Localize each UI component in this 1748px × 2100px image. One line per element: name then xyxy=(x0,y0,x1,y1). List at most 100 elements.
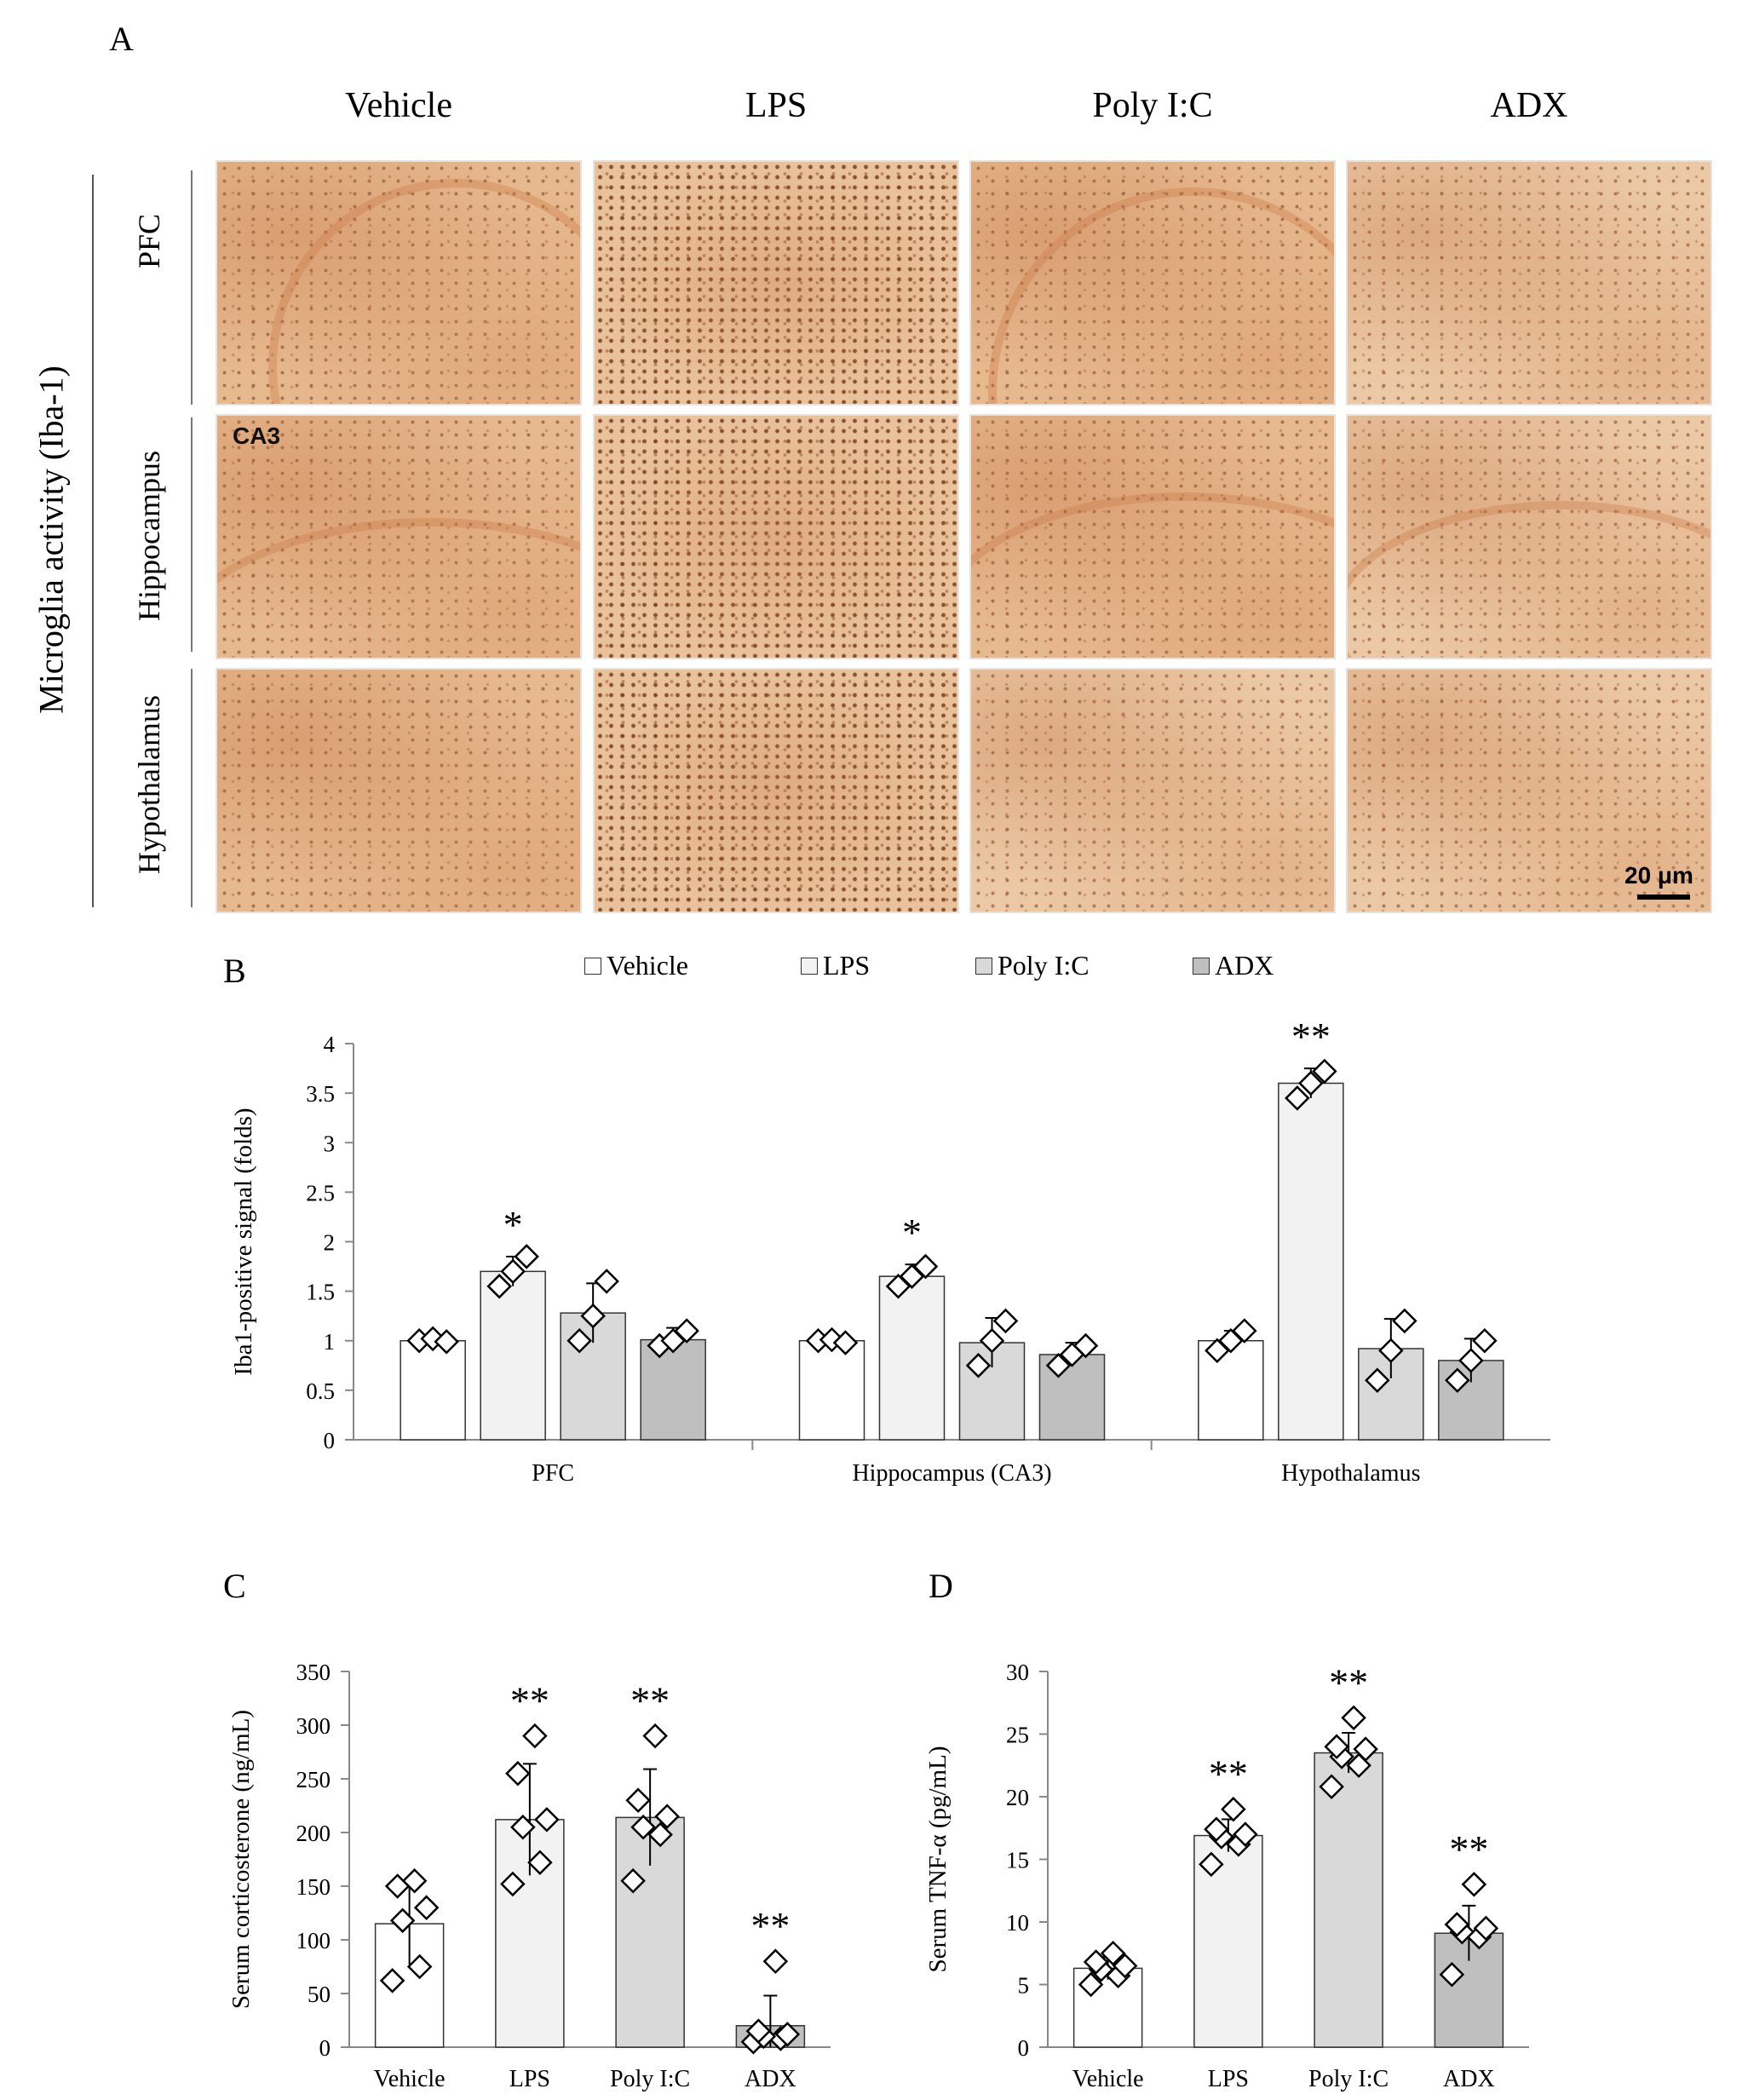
micrograph-polyic-hippocampus xyxy=(969,414,1336,659)
chart-B-ytick-label: 1 xyxy=(324,1329,336,1355)
micrograph-adx-hippocampus xyxy=(1346,414,1712,659)
micrograph-lps-hypothalamus xyxy=(593,668,959,913)
chart-B-category-label: Hippocampus (CA3) xyxy=(852,1460,1051,1487)
micrograph-vehicle-hippocampus: CA3 xyxy=(216,414,582,659)
chart-B-point xyxy=(992,1308,1019,1334)
micrograph-vehicle-hypothalamus xyxy=(216,668,582,913)
scale-bar-label: 20 μm xyxy=(1624,862,1693,889)
chart-B-point xyxy=(1445,1367,1470,1394)
column-header-lps: LPS xyxy=(745,86,808,125)
chart-B-ytick-label: 3.5 xyxy=(306,1081,335,1107)
scale-bar xyxy=(1637,895,1690,900)
chart-C-ytick-label: 200 xyxy=(296,1821,331,1846)
chart-B-point xyxy=(674,1318,699,1343)
chart-C-significance: ** xyxy=(750,1904,790,1948)
chart-D-category-label: ADX xyxy=(1443,2066,1495,2092)
chart-D-point xyxy=(1100,1940,1126,1966)
chart-B-bar-LPS xyxy=(1278,1082,1344,1441)
chart-C-point xyxy=(534,1807,560,1832)
chart-D-point xyxy=(1341,1705,1366,1731)
chart-D-point xyxy=(1233,1821,1258,1847)
column-header-polyic: Poly I:C xyxy=(1092,86,1213,125)
micrograph-polyic-pfc xyxy=(969,160,1336,406)
chart-B-point xyxy=(1458,1348,1484,1373)
chart-D-category-label: Poly I:C xyxy=(1308,2066,1389,2092)
chart-D-point xyxy=(1221,1796,1246,1822)
chart-C-category-label: LPS xyxy=(509,2066,550,2092)
chart-B-significance: * xyxy=(902,1211,922,1254)
side-bracket xyxy=(92,175,94,907)
chart-C-ytick-label: 100 xyxy=(296,1928,331,1953)
chart-C-point xyxy=(642,1723,668,1749)
chart-B-point xyxy=(420,1326,446,1352)
legend-lps: LPS xyxy=(801,950,870,981)
legend-swatch-polyic xyxy=(975,957,992,975)
chart-D-ytick-label: 30 xyxy=(1006,1660,1029,1685)
chart-C-point xyxy=(401,1867,428,1894)
legend-label-polyic: Poly I:C xyxy=(998,950,1090,981)
chart-B-point xyxy=(500,1258,526,1285)
chart-B-ytick-label: 0 xyxy=(324,1428,336,1453)
chart-C-point xyxy=(762,1948,789,1974)
legend-label-vehicle: Vehicle xyxy=(607,950,688,981)
chart-B-bar-Vehicle xyxy=(1198,1340,1264,1441)
chart-B-point xyxy=(1072,1332,1099,1359)
chart-B-point xyxy=(1378,1338,1404,1364)
column-header-vehicle: Vehicle xyxy=(345,86,452,125)
chart-D-ytick-label: 20 xyxy=(1006,1785,1029,1810)
chart-C-point xyxy=(413,1895,440,1920)
chart-B-point xyxy=(580,1303,606,1329)
chart-D-point xyxy=(1112,1953,1138,1979)
panel-letter-b: B xyxy=(223,952,246,990)
chart-C-point xyxy=(510,1814,536,1840)
chart-C-point xyxy=(500,1871,526,1897)
chart-B-point xyxy=(1045,1353,1072,1378)
chart-B-bar-ADX xyxy=(640,1338,706,1441)
chart-C-point xyxy=(522,1723,548,1749)
chart-B-point xyxy=(514,1244,539,1269)
chart-C-significance: ** xyxy=(510,1679,549,1723)
chart-B-point xyxy=(1232,1318,1257,1343)
chart-B-significance: ** xyxy=(1291,1015,1331,1058)
chart-D-point xyxy=(1199,1851,1224,1878)
chart-D-significance: ** xyxy=(1449,1827,1488,1871)
chart-B-point xyxy=(566,1327,592,1354)
chart-B-point xyxy=(1298,1070,1324,1096)
chart-C-point xyxy=(654,1804,680,1829)
chart-B-bar-Vehicle xyxy=(400,1340,466,1441)
chart-B-category-label: Hypothalamus xyxy=(1281,1460,1420,1487)
legend-label-lps: LPS xyxy=(823,950,871,981)
chart-C-point xyxy=(406,1953,433,1980)
micrograph-lps-hippocampus xyxy=(593,414,959,659)
chart-B-bar-LPS xyxy=(480,1270,546,1441)
chart-B-ytick-label: 2.5 xyxy=(306,1180,335,1205)
chart-C-category-label: Vehicle xyxy=(374,2066,446,2092)
panel-letter-d: D xyxy=(929,1567,953,1605)
panel-letter-a: A xyxy=(109,20,134,58)
chart-C-significance: ** xyxy=(630,1679,670,1723)
chart-C-point xyxy=(647,1821,673,1848)
chart-C-point xyxy=(745,2018,772,2044)
chart-D-point xyxy=(1083,1949,1109,1975)
chart-D-point xyxy=(1078,1971,1104,1998)
chart-C-ytick-label: 0 xyxy=(319,2035,331,2061)
chart-C-point xyxy=(630,1814,656,1840)
chart-B-ytick-label: 1.5 xyxy=(306,1280,335,1305)
legend-adx: ADX xyxy=(1193,950,1274,981)
chart-D-point xyxy=(1439,1961,1465,1988)
chart-D-point xyxy=(1353,1736,1378,1762)
chart-D-ytick-label: 5 xyxy=(1018,1973,1030,1999)
chart-D-significance: ** xyxy=(1329,1660,1368,1704)
chart-B-bar-Vehicle xyxy=(798,1340,865,1441)
chart-C-ytick-label: 300 xyxy=(296,1713,331,1739)
column-header-adx: ADX xyxy=(1490,86,1568,125)
chart-C-point xyxy=(527,1850,553,1876)
chart-D-point xyxy=(1319,1774,1344,1800)
chart-D-ytick-label: 15 xyxy=(1006,1848,1029,1873)
row-divider-hippocampus xyxy=(191,417,193,652)
chart-B-point xyxy=(1392,1308,1417,1334)
chart-B-point xyxy=(1365,1367,1390,1394)
chart-D-ytick-label: 25 xyxy=(1006,1723,1029,1748)
chart-D-ylabel: Serum TNF-α (pg/mL) xyxy=(924,1746,952,1973)
chart-D-category-label: Vehicle xyxy=(1072,2066,1144,2092)
